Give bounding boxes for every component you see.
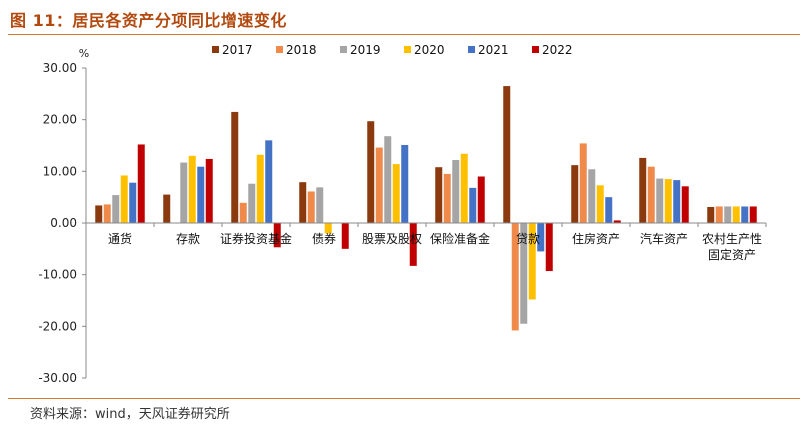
bar-2017-6 (435, 167, 443, 223)
legend-swatch-2017 (212, 46, 219, 53)
bar-2022-10 (749, 206, 757, 223)
bar-2017-4 (299, 182, 307, 223)
source-divider (8, 398, 800, 399)
bar-2018-6 (443, 173, 451, 223)
y-tick-label: -10.00 (38, 268, 77, 282)
bar-2018-3 (239, 202, 247, 223)
bar-2017-7 (503, 86, 511, 223)
bar-2022-3 (273, 223, 281, 248)
legend-swatch-2019 (340, 46, 347, 53)
bar-2022-5 (409, 223, 417, 266)
bar-2020-3 (256, 154, 264, 223)
x-category-label: 汽车资产 (640, 231, 688, 246)
bar-2018-8 (579, 143, 587, 223)
bars (95, 86, 757, 331)
bar-2017-10 (707, 206, 715, 223)
y-tick-label: 30.00 (43, 61, 77, 75)
bar-2017-8 (571, 165, 579, 223)
bar-2020-8 (596, 185, 604, 223)
legend-label-2017: 2017 (222, 43, 253, 57)
bar-2021-8 (605, 197, 613, 223)
x-category-label: 保险准备金 (430, 231, 490, 246)
bar-2017-3 (231, 111, 239, 223)
bar-2019-9 (656, 178, 664, 223)
bar-2020-1 (120, 175, 128, 223)
legend-swatch-2020 (404, 46, 411, 53)
legend: 2017 2018 2019 2020 2021 2022 (212, 43, 573, 57)
y-tick-label: 10.00 (43, 164, 77, 178)
bar-2022-7 (545, 223, 553, 272)
legend-swatch-2021 (468, 46, 475, 53)
bar-2021-7 (537, 223, 545, 252)
y-tick-label: -30.00 (38, 371, 77, 385)
bar-2020-4 (324, 223, 332, 234)
x-category-label: 住房资产 (572, 231, 620, 246)
bar-2019-2 (180, 162, 188, 223)
bar-2017-5 (367, 121, 375, 223)
bar-chart: -30.00 -20.00 -10.00 0.00 10.00 20.00 30.00% 通… (38, 43, 767, 385)
bar-2020-9 (664, 179, 672, 223)
bar-2022-4 (341, 223, 349, 249)
bar-2021-6 (469, 187, 477, 223)
bar-2021-3 (265, 140, 273, 223)
legend-swatch-2018 (276, 46, 283, 53)
bar-2022-2 (205, 158, 213, 223)
y-axis-label: % (79, 47, 89, 60)
legend-label-2021: 2021 (478, 43, 509, 57)
bar-2018-4 (307, 191, 315, 223)
bar-2018-5 (375, 147, 383, 223)
legend-swatch-2022 (532, 46, 539, 53)
x-category-label: 通货 (108, 231, 132, 246)
bar-2022-6 (477, 176, 485, 223)
page-title: 图 11：居民各资产分项同比增速变化 (10, 11, 287, 30)
bar-2017-1 (95, 205, 103, 223)
bar-2020-7 (528, 223, 536, 300)
bar-2020-2 (188, 155, 196, 223)
x-category-label: 证券投资基金 (220, 231, 292, 246)
bar-2022-1 (137, 144, 145, 223)
bar-2020-10 (732, 206, 740, 223)
bar-2018-7 (511, 223, 519, 331)
y-tick-label: 0.00 (50, 216, 77, 230)
bar-2021-10 (741, 206, 749, 223)
legend-label-2018: 2018 (286, 43, 317, 57)
title-divider (8, 34, 800, 35)
bar-2021-9 (673, 180, 681, 223)
bar-2019-1 (112, 195, 120, 223)
bar-2019-10 (724, 206, 732, 223)
bar-2018-10 (715, 206, 723, 223)
bar-2017-2 (163, 194, 171, 223)
x-category-label: 农村生产性固定资产 (702, 232, 762, 262)
bar-2022-8 (613, 220, 621, 223)
bar-2019-6 (452, 159, 460, 223)
bar-2021-2 (197, 166, 205, 223)
bar-2019-8 (588, 169, 596, 223)
bar-2018-1 (103, 204, 111, 223)
x-category-label: 贷款 (516, 232, 540, 246)
bar-2021-1 (129, 182, 137, 223)
legend-label-2020: 2020 (414, 43, 445, 57)
bar-2020-5 (392, 164, 400, 223)
y-tick-label: -20.00 (38, 319, 77, 333)
bar-2019-5 (384, 136, 392, 223)
x-axis: 通货 存款 证券投资基金 债券 股票及股权 保险准备金 贷款 住房资产 汽车资产 农村生产性固定资… (85, 222, 767, 262)
bar-2022-9 (681, 186, 689, 223)
legend-label-2019: 2019 (350, 43, 381, 57)
bar-2019-3 (248, 183, 256, 223)
x-category-label: 存款 (176, 232, 200, 246)
source-note: 资料来源：wind，天风证券研究所 (30, 407, 230, 422)
y-tick-label: 20.00 (43, 113, 77, 127)
bar-2021-5 (401, 144, 409, 223)
bar-2018-9 (647, 166, 655, 223)
x-category-label: 债券 (312, 231, 336, 246)
bar-2017-9 (639, 157, 647, 223)
legend-label-2022: 2022 (542, 43, 573, 57)
x-category-label: 股票及股权 (362, 232, 422, 246)
bar-2019-7 (520, 223, 528, 324)
bar-2019-4 (316, 187, 324, 223)
y-axis: -30.00 -20.00 -10.00 0.00 10.00 20.00 30.00% (38, 47, 89, 385)
bar-2020-6 (460, 153, 468, 223)
